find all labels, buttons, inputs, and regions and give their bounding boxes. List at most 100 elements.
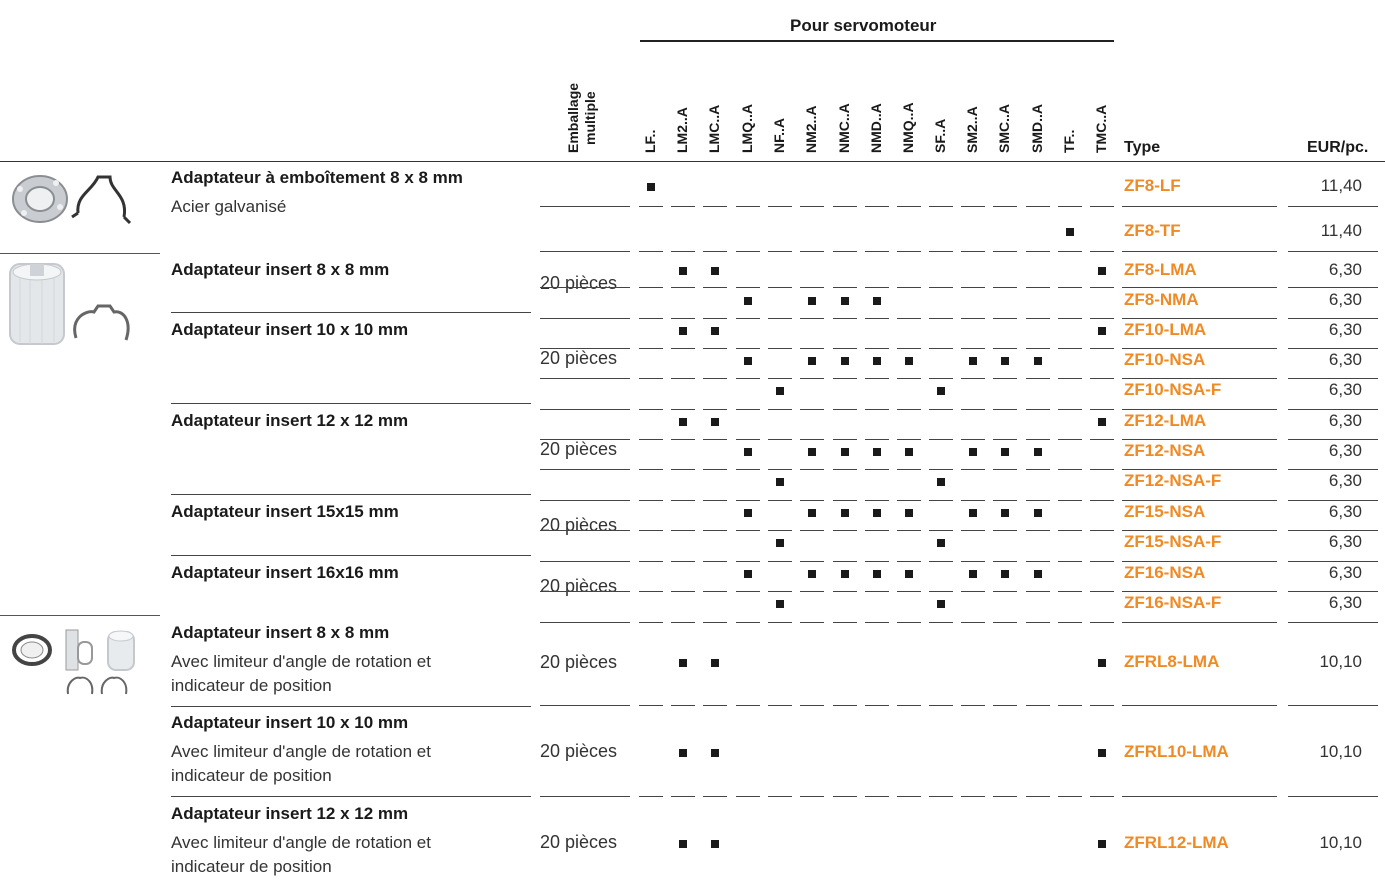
product-code[interactable]: ZF16-NSA-F — [1124, 593, 1222, 612]
row-rule — [639, 561, 663, 562]
row-rule — [929, 500, 953, 501]
row-rule — [929, 591, 953, 592]
availability-mark — [679, 267, 687, 275]
availability-mark — [905, 570, 913, 578]
row-rule — [833, 561, 857, 562]
row-rule — [929, 796, 953, 797]
row-rule — [800, 287, 824, 288]
product-code[interactable]: ZF12-LMA — [1124, 411, 1207, 430]
product-code[interactable]: ZF15-NSA-F — [1124, 532, 1222, 551]
product-code[interactable]: ZF15-NSA — [1124, 502, 1206, 521]
product-code[interactable]: ZF10-NSA-F — [1124, 380, 1222, 399]
row-rule — [1288, 439, 1378, 440]
row-rule — [1090, 287, 1114, 288]
row-rule — [1090, 439, 1114, 440]
product-code[interactable]: ZF10-NSA — [1124, 350, 1206, 369]
unit-price: 6,30 — [1328, 502, 1362, 521]
row-rule — [1090, 469, 1114, 470]
product-code[interactable]: ZF8-NMA — [1124, 290, 1199, 309]
product-code[interactable]: ZFRL12-LMA — [1124, 833, 1229, 852]
row-rule — [1090, 378, 1114, 379]
row-rule — [800, 378, 824, 379]
row-rule — [736, 705, 760, 706]
row-rule — [703, 500, 727, 501]
row-rule — [1026, 530, 1050, 531]
row-rule — [736, 561, 760, 562]
product-code[interactable]: ZF12-NSA-F — [1124, 471, 1222, 490]
row-rule — [1122, 469, 1277, 470]
row-rule — [1058, 591, 1082, 592]
availability-mark — [841, 357, 849, 365]
row-rule — [639, 530, 663, 531]
product-name: Adaptateur insert 10 x 10 mm — [171, 713, 409, 732]
availability-mark — [1098, 659, 1106, 667]
row-rule — [1058, 705, 1082, 706]
product-code[interactable]: ZF16-NSA — [1124, 563, 1206, 582]
availability-mark — [808, 357, 816, 365]
product-code[interactable]: ZFRL10-LMA — [1124, 742, 1229, 761]
packaging-label: 20 pièces — [540, 652, 618, 672]
row-rule — [639, 206, 663, 207]
row-rule — [961, 378, 985, 379]
row-rule — [1090, 705, 1114, 706]
product-code[interactable]: ZF8-LF — [1124, 176, 1181, 195]
row-rule — [993, 251, 1017, 252]
unit-price: 10,10 — [1319, 833, 1362, 852]
product-code[interactable]: ZF8-TF — [1124, 221, 1181, 240]
packaging-label: 20 pièces — [540, 439, 618, 459]
row-rule — [1026, 287, 1050, 288]
row-rule — [833, 378, 857, 379]
row-rule — [993, 318, 1017, 319]
row-rule — [865, 287, 889, 288]
availability-mark — [937, 478, 945, 486]
availability-mark — [937, 600, 945, 608]
row-rule — [1058, 409, 1082, 410]
availability-mark — [841, 297, 849, 305]
row-rule — [897, 530, 921, 531]
row-rule — [897, 591, 921, 592]
row-rule — [897, 251, 921, 252]
row-rule — [929, 705, 953, 706]
product-name: Adaptateur insert 8 x 8 mm — [171, 260, 390, 279]
row-rule — [768, 206, 792, 207]
row-rule — [768, 530, 792, 531]
unit-price: 6,30 — [1328, 320, 1362, 339]
row-rule — [671, 318, 695, 319]
row-rule — [1288, 378, 1378, 379]
row-rule — [1058, 206, 1082, 207]
row-rule — [736, 409, 760, 410]
row-rule — [639, 705, 663, 706]
row-rule — [961, 591, 985, 592]
row-rule — [671, 409, 695, 410]
row-rule — [671, 561, 695, 562]
row-rule — [1288, 622, 1378, 623]
row-rule — [800, 206, 824, 207]
row-rule — [639, 796, 663, 797]
row-rule — [993, 705, 1017, 706]
packaging-label: 20 pièces — [540, 576, 618, 596]
product-code[interactable]: ZF12-NSA — [1124, 441, 1206, 460]
row-rule — [1090, 500, 1114, 501]
product-subtitle: Avec limiteur d'angle de rotation et — [171, 652, 431, 671]
product-code[interactable]: ZF10-LMA — [1124, 320, 1207, 339]
row-rule — [1026, 796, 1050, 797]
row-rule — [1288, 206, 1378, 207]
row-rule — [540, 469, 630, 470]
row-rule — [1122, 409, 1277, 410]
row-rule — [768, 318, 792, 319]
row-rule — [800, 796, 824, 797]
clip-adapter-image — [12, 175, 132, 225]
row-rule — [768, 409, 792, 410]
row-rule — [833, 251, 857, 252]
availability-mark — [937, 387, 945, 395]
column-header-tf: TF.. — [1061, 129, 1077, 153]
row-rule — [736, 251, 760, 252]
row-rule — [768, 469, 792, 470]
availability-mark — [808, 570, 816, 578]
row-rule — [540, 409, 630, 410]
row-rule — [800, 251, 824, 252]
row-rule — [703, 591, 727, 592]
row-rule — [703, 530, 727, 531]
product-code[interactable]: ZFRL8-LMA — [1124, 652, 1220, 671]
product-code[interactable]: ZF8-LMA — [1124, 260, 1197, 279]
